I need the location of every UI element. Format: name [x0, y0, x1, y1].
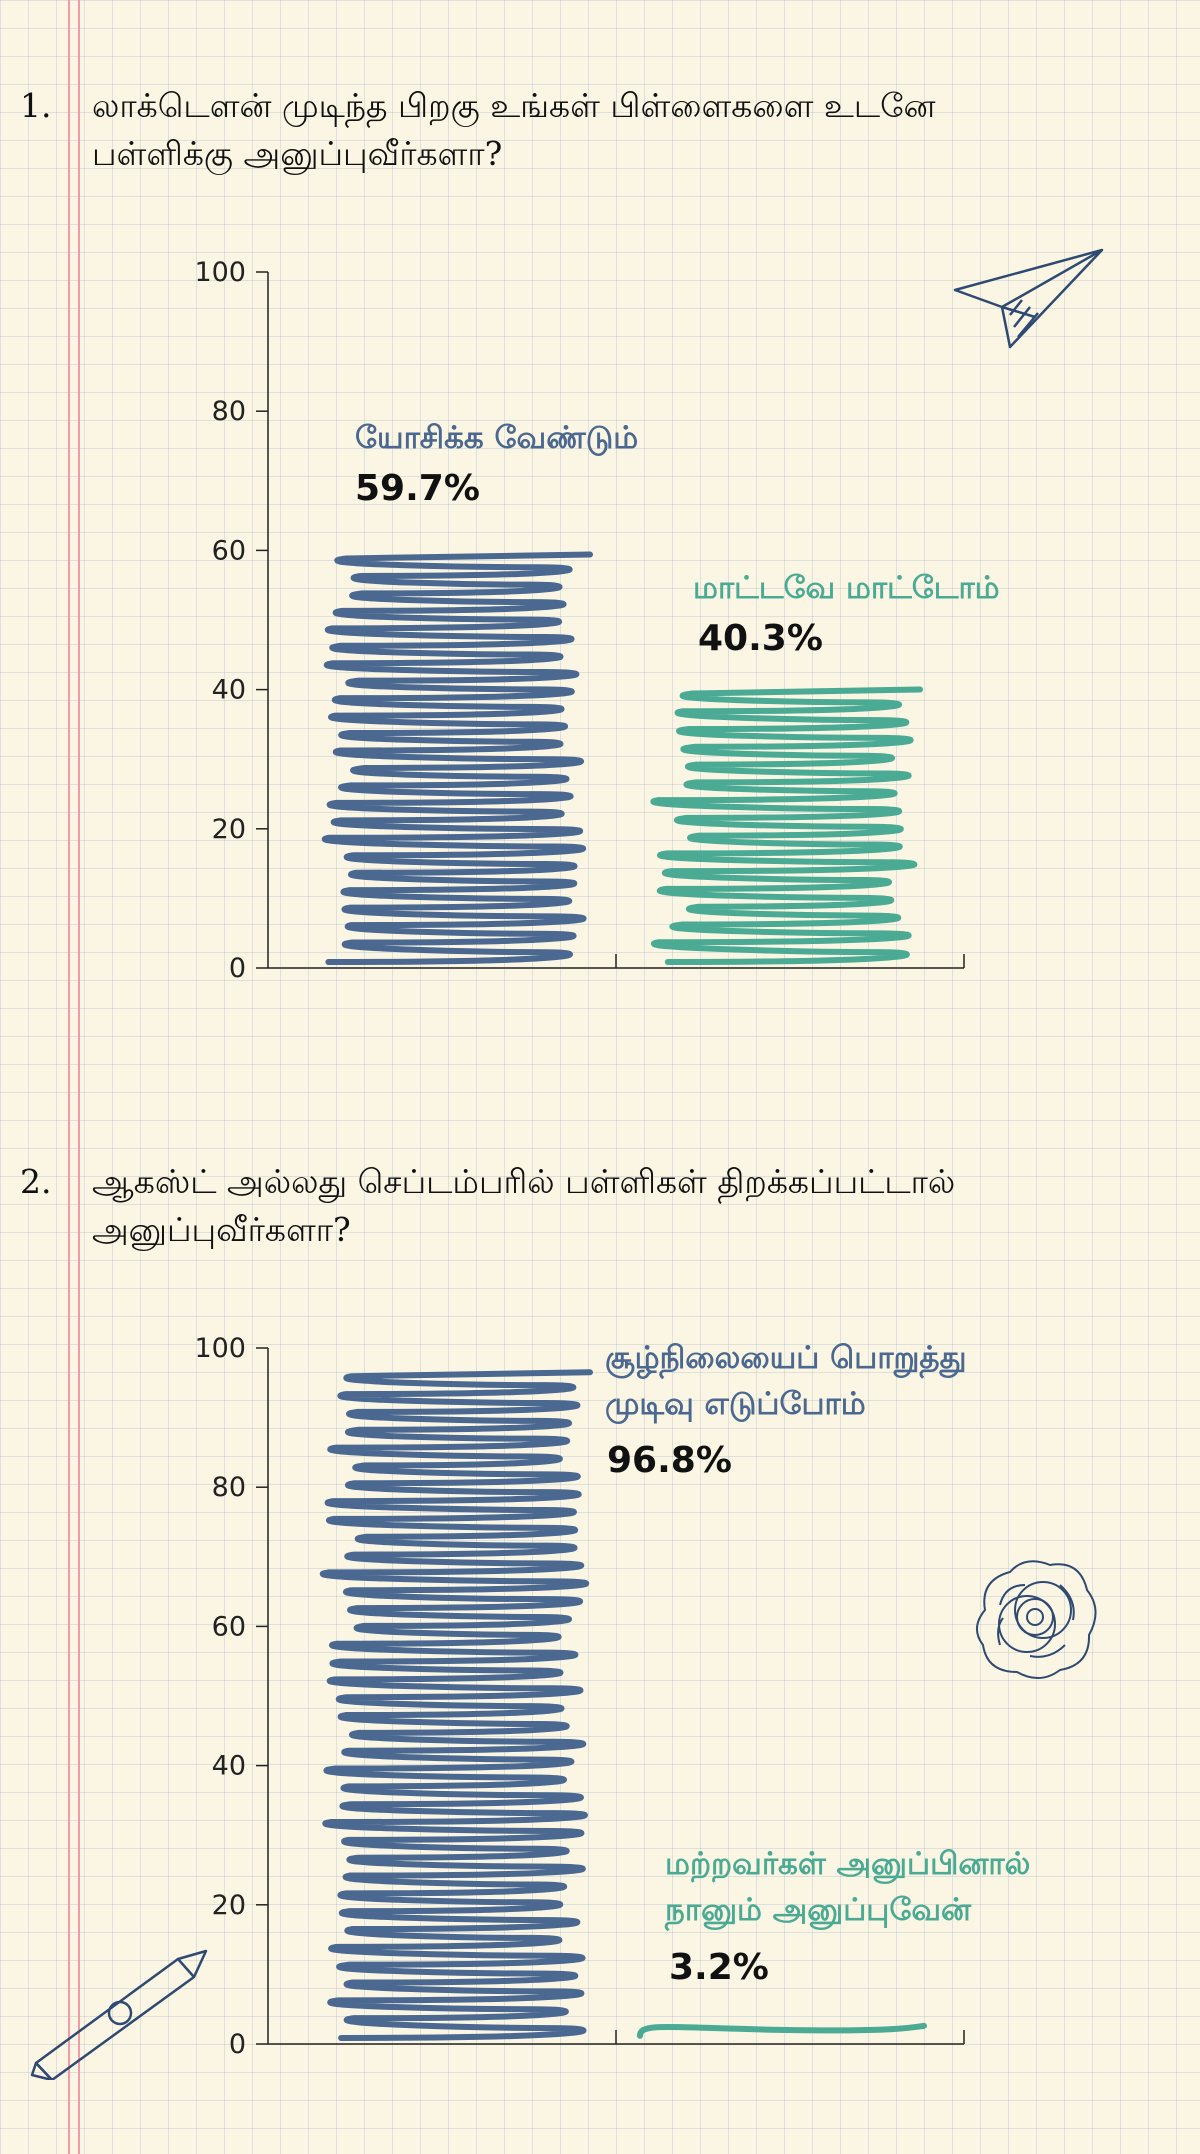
question-text: ஆகஸ்ட் அல்லது செப்டம்பரில் பள்ளிகள் திறக…: [92, 1162, 956, 1249]
y-tick-label: 40: [212, 675, 246, 706]
question-number: 1.: [20, 86, 52, 125]
category-label-line: நானும் அனுப்புவேன்: [664, 1892, 972, 1931]
value-label: 40.3%: [698, 618, 823, 659]
question-number: 2.: [20, 1162, 52, 1201]
category-label: மாட்டவே மாட்டோம்: [693, 570, 1000, 606]
chart-1: 0 20 40 60 80 100 யோசிக்க வேண்டும் 59.7% மாட்டவே…: [0, 220, 1200, 1000]
bar-chart: 0 20 40 60 80 100 யோசிக்க வேண்டும் 59.7% மாட்டவே…: [194, 257, 1000, 984]
y-tick-label: 60: [212, 535, 246, 566]
margin-line: [68, 0, 70, 2154]
y-tick-label: 80: [212, 396, 246, 427]
category-label-line: யோசிக்க வேண்டும்: [355, 420, 638, 456]
y-tick-label: 0: [229, 2029, 246, 2060]
paper-plane-icon: [953, 248, 1104, 349]
value-label: 59.7%: [355, 468, 480, 509]
category-label: மற்றவர்கள் அனுப்பினால் நானும் அனுப்புவேன்: [664, 1846, 1030, 1931]
category-label-line: முடிவு எடுப்போம்: [605, 1386, 866, 1424]
y-tick-label: 100: [194, 1333, 246, 1364]
bar-scribble: [320, 1369, 593, 2041]
flower-doodle-icon: [976, 1560, 1097, 1679]
bar-scribble: [322, 551, 593, 965]
value-label: 96.8%: [607, 1440, 732, 1481]
y-tick-label: 40: [212, 1751, 246, 1782]
category-label-line: மாட்டவே மாட்டோம்: [693, 570, 1000, 606]
category-label-line: மற்றவர்கள் அனுப்பினால்: [665, 1846, 1030, 1884]
y-tick-label: 0: [229, 953, 246, 984]
y-tick-label: 20: [212, 814, 246, 845]
y-tick-label: 80: [212, 1472, 246, 1503]
y-tick-label: 20: [212, 1890, 246, 1921]
bar-scribble: [637, 2022, 927, 2039]
value-label: 3.2%: [669, 1947, 769, 1988]
chart-2: 0 20 40 60 80 100 சூழ்நிலையைப் பொறுத்து முடிவு …: [0, 1296, 1200, 2076]
question-text: லாக்டௌன் முடிந்த பிறகு உங்கள் பிள்ளைகளை …: [92, 86, 936, 173]
category-label: யோசிக்க வேண்டும்: [355, 420, 638, 456]
bar-scribble: [650, 686, 923, 965]
y-tick-label: 100: [194, 257, 246, 288]
category-label-line: சூழ்நிலையைப் பொறுத்து: [605, 1340, 967, 1380]
pencil-icon: [30, 1949, 208, 2080]
margin-line: [78, 0, 80, 2154]
category-label: சூழ்நிலையைப் பொறுத்து முடிவு எடுப்போம்: [605, 1340, 967, 1424]
bar-chart: 0 20 40 60 80 100 சூழ்நிலையைப் பொறுத்து முடிவு …: [194, 1333, 1030, 2060]
y-tick-label: 60: [212, 1611, 246, 1642]
